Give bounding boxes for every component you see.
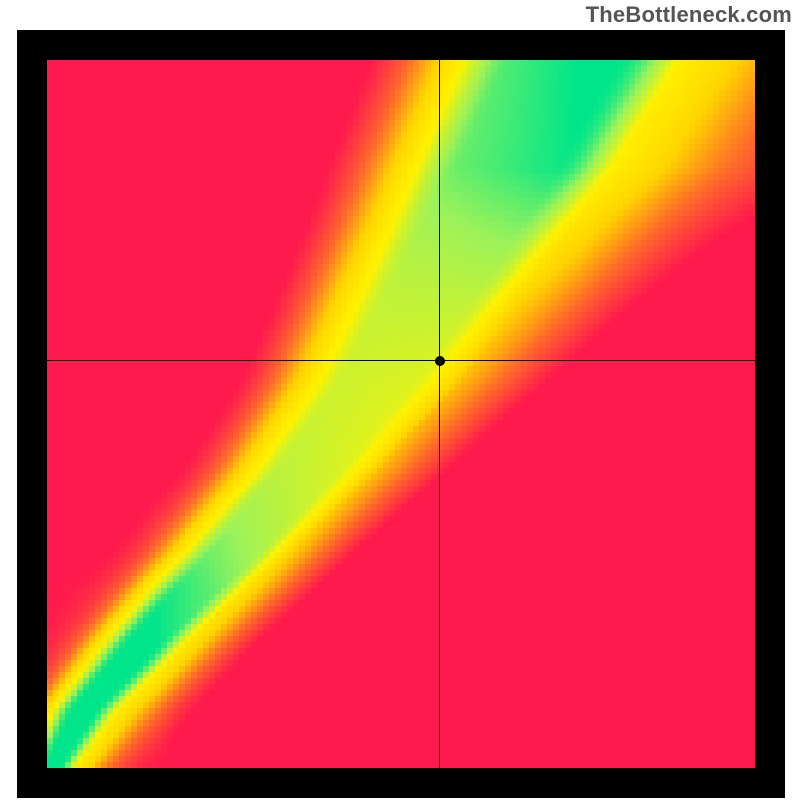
crosshair-marker bbox=[435, 356, 445, 366]
crosshair-horizontal-line bbox=[47, 360, 755, 361]
crosshair-vertical-line bbox=[439, 60, 440, 768]
watermark-text: TheBottleneck.com bbox=[586, 2, 792, 28]
bottleneck-heatmap bbox=[47, 60, 755, 768]
